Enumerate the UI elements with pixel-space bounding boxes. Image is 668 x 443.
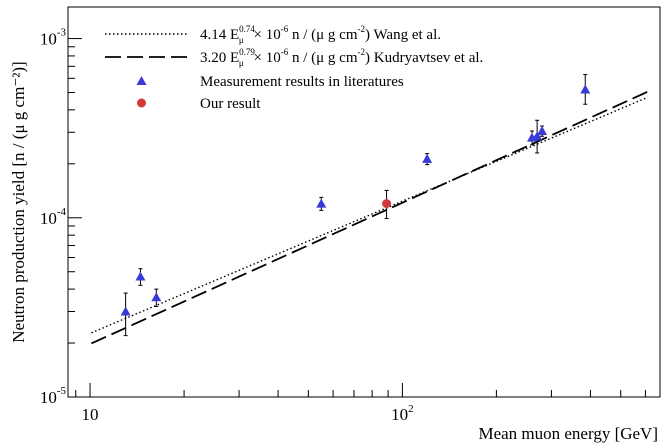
y-tick-label-exponent: -3 bbox=[57, 27, 67, 39]
data-point-ours bbox=[382, 189, 392, 220]
fit-line-wang bbox=[91, 96, 648, 334]
x-tick-label: 102 bbox=[391, 403, 414, 424]
legend-label-subscript: μ bbox=[239, 58, 244, 68]
triangle-marker bbox=[135, 271, 146, 281]
data-point-lit bbox=[316, 196, 327, 211]
legend: 4.14 E0.74 μ × 10-6 n / (μ g cm-2) Wang e… bbox=[105, 24, 483, 112]
legend-label: 4.14 E0.74 μ × 10-6 n / (μ g cm-2) Wang e… bbox=[200, 24, 441, 45]
legend-label-part: × 10 bbox=[250, 27, 281, 43]
legend-label-part: 4.14 E bbox=[200, 27, 239, 43]
y-tick-label-base: 10 bbox=[40, 209, 57, 228]
data-point-lit bbox=[151, 288, 162, 307]
y-tick-label: 10-4 bbox=[40, 206, 67, 228]
legend-key-triangle-marker bbox=[136, 76, 147, 85]
x-tick-label: 10 bbox=[82, 405, 99, 424]
data-point-lit bbox=[135, 268, 146, 286]
triangle-marker bbox=[120, 306, 131, 316]
legend-label-superscript: 0.74 bbox=[239, 24, 255, 34]
legend-label: Our result bbox=[200, 96, 261, 112]
legend-label-part: ) Wang et al. bbox=[365, 27, 441, 43]
data-point-lit bbox=[422, 153, 433, 166]
legend-label-superscript: -2 bbox=[358, 24, 366, 34]
legend-entry-ours: Our result bbox=[137, 96, 261, 112]
data-point-lit bbox=[120, 292, 131, 337]
x-axis-label: Mean muon energy [GeV] bbox=[478, 424, 658, 443]
legend-key-circle-marker bbox=[137, 98, 146, 108]
triangle-marker bbox=[422, 153, 433, 163]
triangle-marker bbox=[537, 125, 548, 135]
legend-label-superscript: 0.79 bbox=[239, 47, 255, 57]
triangle-marker bbox=[532, 131, 543, 141]
legend-entry-kudr: 3.20 E0.79 μ × 10-6 n / (μ g cm-2) Kudrya… bbox=[105, 47, 483, 68]
legend-label-part: 3.20 E bbox=[200, 50, 239, 66]
circle-marker bbox=[382, 199, 392, 209]
series-layer bbox=[91, 74, 649, 345]
x-tick-label-base: 10 bbox=[391, 405, 408, 424]
legend-label-part: n / (μ g cm bbox=[288, 50, 358, 66]
data-point-lit bbox=[537, 125, 548, 137]
triangle-marker bbox=[151, 292, 162, 302]
legend-label-part: n / (μ g cm bbox=[288, 27, 358, 43]
legend-label: 3.20 E0.79 μ × 10-6 n / (μ g cm-2) Kudrya… bbox=[200, 47, 483, 68]
legend-entry-wang: 4.14 E0.74 μ × 10-6 n / (μ g cm-2) Wang e… bbox=[105, 24, 441, 45]
legend-label: Measurement results in literatures bbox=[200, 74, 404, 90]
y-axis-label: Neutron production yield [n / (μ g cm⁻²)… bbox=[9, 61, 28, 342]
fit-line-kudr bbox=[91, 90, 649, 345]
legend-label-subscript: μ bbox=[239, 35, 244, 45]
x-tick-label-exponent: 2 bbox=[408, 403, 414, 415]
x-tick-label-base: 10 bbox=[82, 405, 99, 424]
y-tick-label-exponent: -4 bbox=[57, 206, 67, 218]
legend-label-part: × 10 bbox=[250, 50, 281, 66]
data-point-lit bbox=[580, 74, 591, 105]
y-tick-label: 10-3 bbox=[40, 27, 67, 49]
y-tick-label-base: 10 bbox=[40, 388, 57, 407]
y-tick-label-base: 10 bbox=[40, 30, 57, 49]
triangle-marker bbox=[316, 198, 327, 208]
legend-entry-lit: Measurement results in literatures bbox=[136, 74, 404, 90]
y-tick-label: 10-5 bbox=[40, 385, 67, 407]
legend-label-superscript: -2 bbox=[358, 47, 366, 57]
y-tick-label-exponent: -5 bbox=[57, 385, 67, 397]
data-point-lit bbox=[532, 119, 543, 154]
plot-frame bbox=[67, 6, 661, 398]
triangle-marker bbox=[580, 84, 591, 94]
legend-label-part: ) Kudryavtsev et al. bbox=[365, 50, 483, 66]
legend-label-superscript: -6 bbox=[281, 47, 289, 57]
legend-label-superscript: -6 bbox=[281, 24, 289, 34]
